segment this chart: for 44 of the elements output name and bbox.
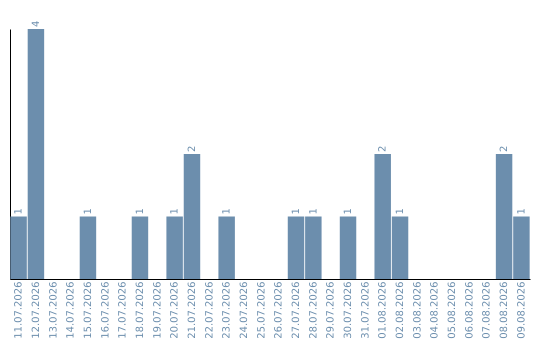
x-tick-label: 03.08.2026 — [412, 282, 424, 339]
x-tick-label: 30.07.2026 — [343, 282, 354, 339]
x-tick-label: 18.07.2026 — [134, 282, 146, 339]
data-label: 1 — [291, 208, 302, 214]
x-tick-label: 15.07.2026 — [82, 282, 94, 339]
data-label: 1 — [14, 208, 25, 214]
x-tick-label: 14.07.2026 — [66, 282, 77, 339]
x-tick-label: 11.07.2026 — [14, 282, 25, 339]
data-label: 1 — [516, 208, 528, 214]
data-label: 1 — [395, 208, 406, 214]
x-tick-label: 24.07.2026 — [238, 282, 250, 339]
data-label: 1 — [308, 208, 320, 214]
x-tick-label: 04.08.2026 — [430, 282, 441, 339]
x-tick-label: 01.08.2026 — [378, 282, 389, 339]
x-tick-label: 12.07.2026 — [30, 282, 42, 339]
x-tick-label: 09.08.2026 — [516, 282, 528, 339]
x-tick-label: 29.07.2026 — [326, 282, 337, 339]
x-tick-label: 22.07.2026 — [204, 282, 216, 339]
x-tick-label: 17.07.2026 — [118, 282, 129, 339]
data-label: 4 — [30, 20, 42, 27]
x-tick-label: 21.07.2026 — [186, 282, 198, 339]
x-tick-label: 06.08.2026 — [464, 282, 476, 339]
data-label: 2 — [378, 146, 389, 152]
data-label: 1 — [343, 208, 354, 214]
x-tick-label: 28.07.2026 — [308, 282, 320, 339]
x-tick-label: 23.07.2026 — [222, 282, 233, 339]
x-tick-label: 27.07.2026 — [291, 282, 302, 339]
data-label: 1 — [134, 208, 146, 214]
x-tick-label: 19.07.2026 — [152, 282, 164, 339]
data-label: 1 — [222, 208, 233, 214]
data-label: 1 — [170, 208, 181, 214]
data-label: 1 — [82, 208, 94, 214]
x-tick-label: 07.08.2026 — [482, 282, 493, 339]
x-tick-label: 08.08.2026 — [499, 282, 510, 339]
data-label: 2 — [186, 146, 198, 152]
x-tick-label: 26.07.2026 — [274, 282, 285, 339]
x-tick-label: 13.07.2026 — [48, 282, 60, 339]
x-tick-label: 02.08.2026 — [395, 282, 406, 339]
x-tick-label: 05.08.2026 — [447, 282, 458, 339]
data-label: 2 — [499, 146, 510, 152]
x-tick-label: 20.07.2026 — [170, 282, 181, 339]
x-tick-label: 31.07.2026 — [360, 282, 372, 339]
x-tick-label: 25.07.2026 — [256, 282, 268, 339]
x-tick-label: 16.07.2026 — [100, 282, 112, 339]
